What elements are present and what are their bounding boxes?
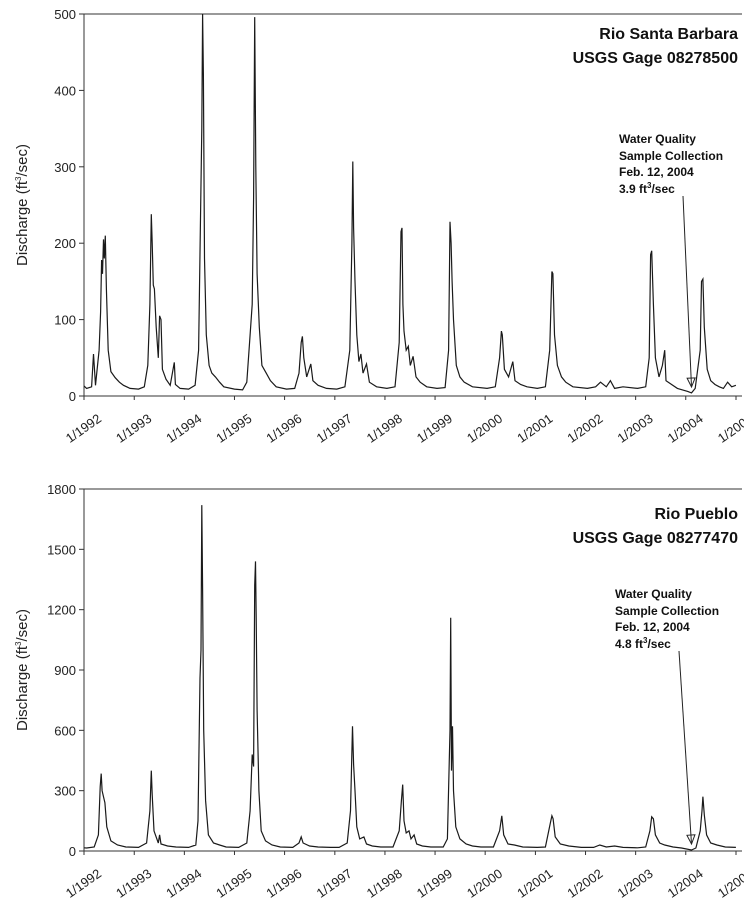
annotation-line3: Feb. 12, 2004 [619, 165, 694, 179]
ylabel: Discharge (ft3/sec) [14, 609, 31, 731]
annotation-arrowhead [686, 377, 696, 389]
x-tick-label: 1/2002 [564, 411, 605, 446]
annotation-line4: 4.8 ft3/sec [615, 636, 671, 651]
chart-title-line1: Rio Santa Barbara [599, 26, 738, 43]
x-tick-label: 1/1996 [263, 411, 304, 446]
x-tick-label: 1/2003 [614, 866, 655, 901]
x-tick-label: 1/2005 [715, 866, 744, 901]
annotation-line1: Water Quality [615, 587, 692, 601]
x-tick-label: 1/2001 [514, 411, 555, 446]
y-tick-label: 600 [54, 723, 76, 738]
y-tick-label: 100 [54, 313, 76, 328]
annotation-arrow [678, 650, 693, 845]
x-tick-label: 1/1992 [63, 866, 104, 901]
x-tick-label: 1/1994 [163, 866, 204, 901]
y-tick-label: 1200 [47, 603, 76, 618]
chart-title-line2: USGS Gage 08277470 [573, 530, 739, 547]
y-tick-label: 1800 [47, 482, 76, 497]
annotation: Water Quality Sample Collection Feb. 12,… [615, 587, 719, 651]
x-tick-label: 1/1999 [414, 411, 455, 446]
series-line-0 [84, 505, 736, 851]
chart-rio-pueblo: Discharge (ft3/sec) Rio Pueblo USGS Gage… [14, 482, 744, 901]
x-tick-label: 1/2001 [514, 866, 555, 901]
x-tick-label: 1/1993 [113, 866, 154, 901]
y-tick-label: 500 [54, 7, 76, 22]
y-tick-label: 200 [54, 236, 76, 251]
y-tick-label: 1500 [47, 542, 76, 557]
x-tick-label: 1/1996 [263, 866, 304, 901]
ylabel: Discharge (ft3/sec) [14, 144, 31, 266]
annotation-arrowhead [686, 834, 696, 846]
x-tick-label: 1/2003 [614, 411, 655, 446]
x-tick-label: 1/1994 [163, 411, 204, 446]
annotation-arrow [682, 195, 693, 388]
y-tick-label: 400 [54, 83, 76, 98]
x-tick-label: 1/2004 [665, 866, 706, 901]
annotation-line1: Water Quality [619, 132, 696, 146]
x-tick-label: 1/1992 [63, 411, 104, 446]
x-tick-label: 1/2002 [564, 866, 605, 901]
chart-title-line1: Rio Pueblo [654, 506, 738, 523]
y-tick-label: 0 [69, 389, 76, 404]
x-tick-label: 1/1995 [213, 411, 254, 446]
annotation: Water Quality Sample Collection Feb. 12,… [619, 132, 723, 196]
annotation-line4: 3.9 ft3/sec [619, 181, 675, 196]
y-tick-label: 0 [69, 844, 76, 859]
annotation-line3: Feb. 12, 2004 [615, 620, 690, 634]
chart-rio-santa-barbara: Discharge (ft3/sec) Rio Santa Barbara US… [14, 7, 744, 446]
x-tick-label: 1/1999 [414, 866, 455, 901]
x-tick-label: 1/2004 [665, 411, 706, 446]
x-tick-label: 1/1997 [314, 411, 355, 446]
x-tick-label: 1/2000 [464, 411, 505, 446]
x-tick-label: 1/1998 [364, 866, 405, 901]
x-tick-label: 1/1995 [213, 866, 254, 901]
x-tick-label: 1/1998 [364, 411, 405, 446]
x-tick-label: 1/1993 [113, 411, 154, 446]
x-tick-label: 1/2005 [715, 411, 744, 446]
y-tick-label: 300 [54, 160, 76, 175]
x-tick-label: 1/2000 [464, 866, 505, 901]
x-tick-label: 1/1997 [314, 866, 355, 901]
annotation-line2: Sample Collection [615, 604, 719, 618]
chart-title-line2: USGS Gage 08278500 [573, 50, 739, 67]
y-tick-label: 300 [54, 784, 76, 799]
annotation-line2: Sample Collection [619, 149, 723, 163]
series-line-0 [84, 14, 737, 394]
y-tick-label: 900 [54, 663, 76, 678]
